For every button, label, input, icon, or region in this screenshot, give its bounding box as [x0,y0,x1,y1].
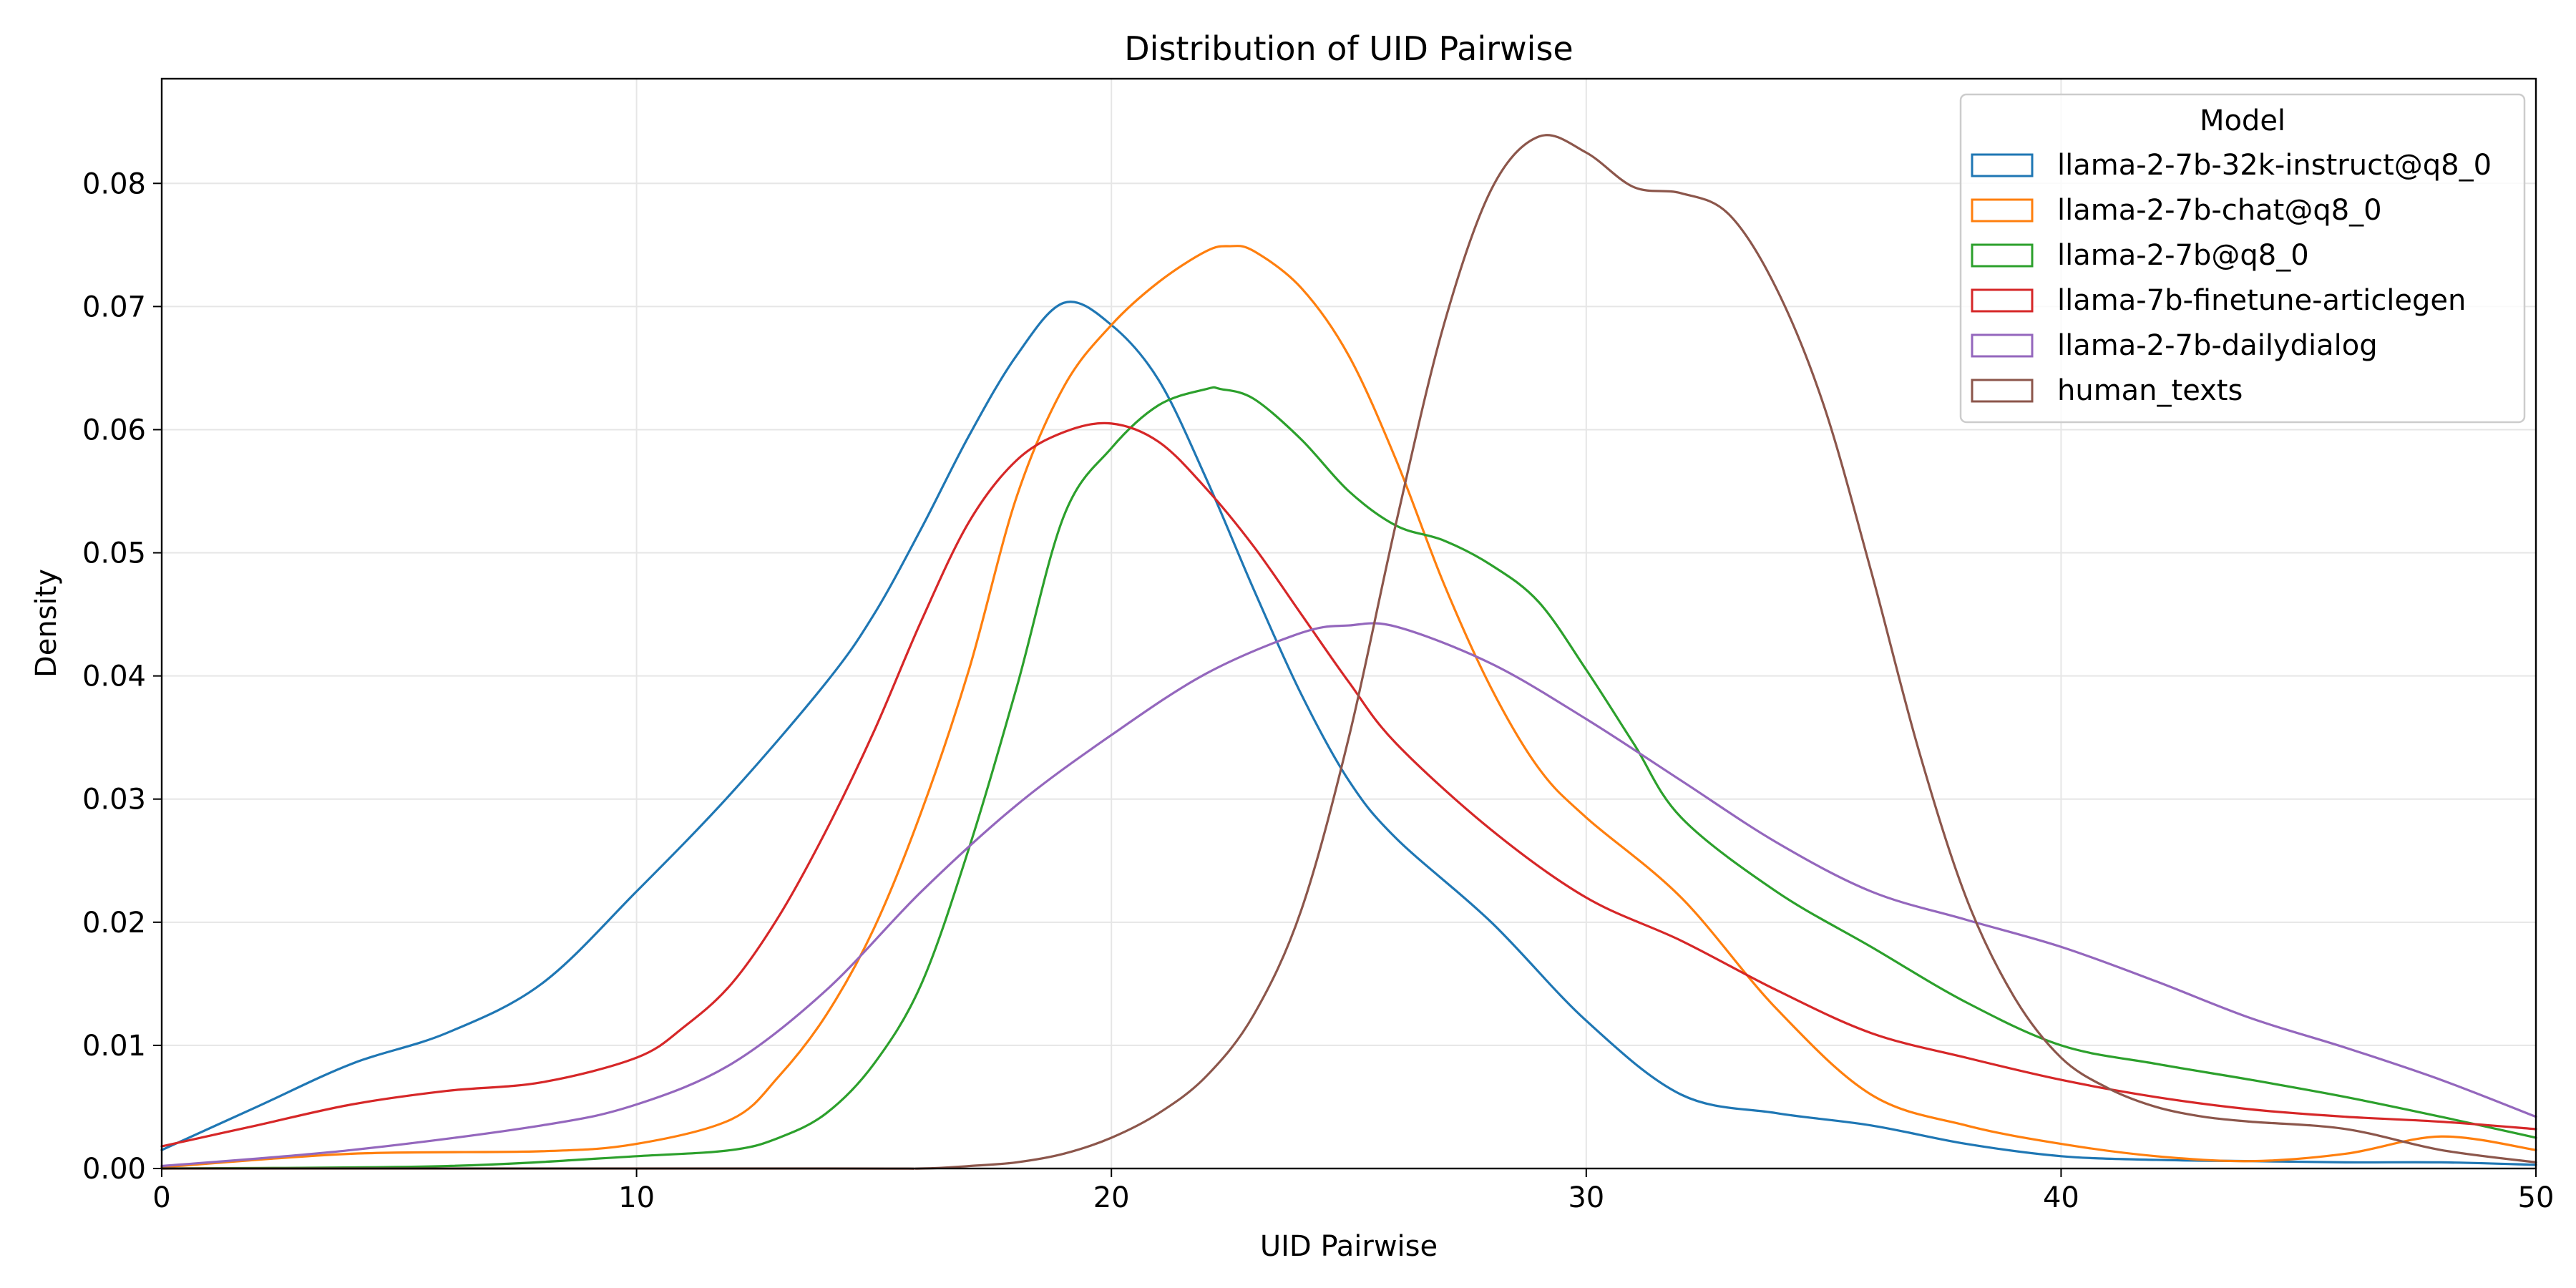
legend-swatch [1971,379,2034,403]
y-tick-label: 0.07 [82,291,146,323]
grid-lines [161,79,2537,1169]
legend-label: llama-2-7b@q8_0 [2057,239,2309,272]
series-line-2 [160,245,2537,1169]
x-tick-label: 50 [2518,1181,2555,1214]
axis-ticks: 0 10 20 30 40 50 0.00 0.01 0.02 0.03 0.04 0.05 0.06 0… [82,167,2555,1214]
x-tick-label: 10 [618,1181,655,1214]
chart-title: Distribution of UID Pairwise [1124,29,1573,68]
y-tick-label: 0.06 [82,414,146,447]
x-axis-label: UID Pairwise [1260,1230,1438,1263]
x-tick-label: 40 [2043,1181,2079,1214]
y-tick-label: 0.03 [82,784,146,816]
legend-frame [1959,93,2526,424]
legend-swatch [1971,243,2034,268]
legend-items: llama-2-7b-32k-instruct@q8_0 llama-2-7b-c… [1971,149,2492,407]
y-tick-label: 0.02 [82,907,146,940]
legend-swatch [1971,333,2034,358]
legend-label: llama-2-7b-32k-instruct@q8_0 [2057,149,2492,182]
x-tick-label: 20 [1093,1181,1130,1214]
y-axis-label: Density [30,569,63,678]
y-tick-label: 0.01 [82,1030,146,1063]
y-tick-label: 0.08 [82,167,146,200]
y-tick-label: 0.00 [82,1153,146,1186]
legend-swatch [1971,153,2034,177]
legend-swatch [1971,198,2034,223]
plot-frame [160,77,2537,1170]
series-line-3 [160,386,2537,1170]
legend-label: llama-2-7b-chat@q8_0 [2057,194,2382,227]
x-tick-label: 0 [152,1181,170,1214]
legend-swatch [1971,288,2034,313]
legend-label: llama-7b-finetune-articlegen [2057,284,2466,317]
series-line-6 [160,134,2537,1170]
legend-title: Model [2200,104,2285,137]
legend: Model llama-2-7b-32k-instruct@q8_0llama-… [1959,93,2526,424]
x-tick-label: 30 [1568,1181,1604,1214]
y-tick-label: 0.05 [82,537,146,570]
legend-label: llama-2-7b-dailydialog [2057,329,2378,362]
series-lines [160,134,2537,1170]
series-line-1 [160,301,2537,1166]
series-line-4 [160,421,2537,1148]
y-tick-label: 0.04 [82,660,146,693]
legend-label: human_texts [2057,374,2243,407]
